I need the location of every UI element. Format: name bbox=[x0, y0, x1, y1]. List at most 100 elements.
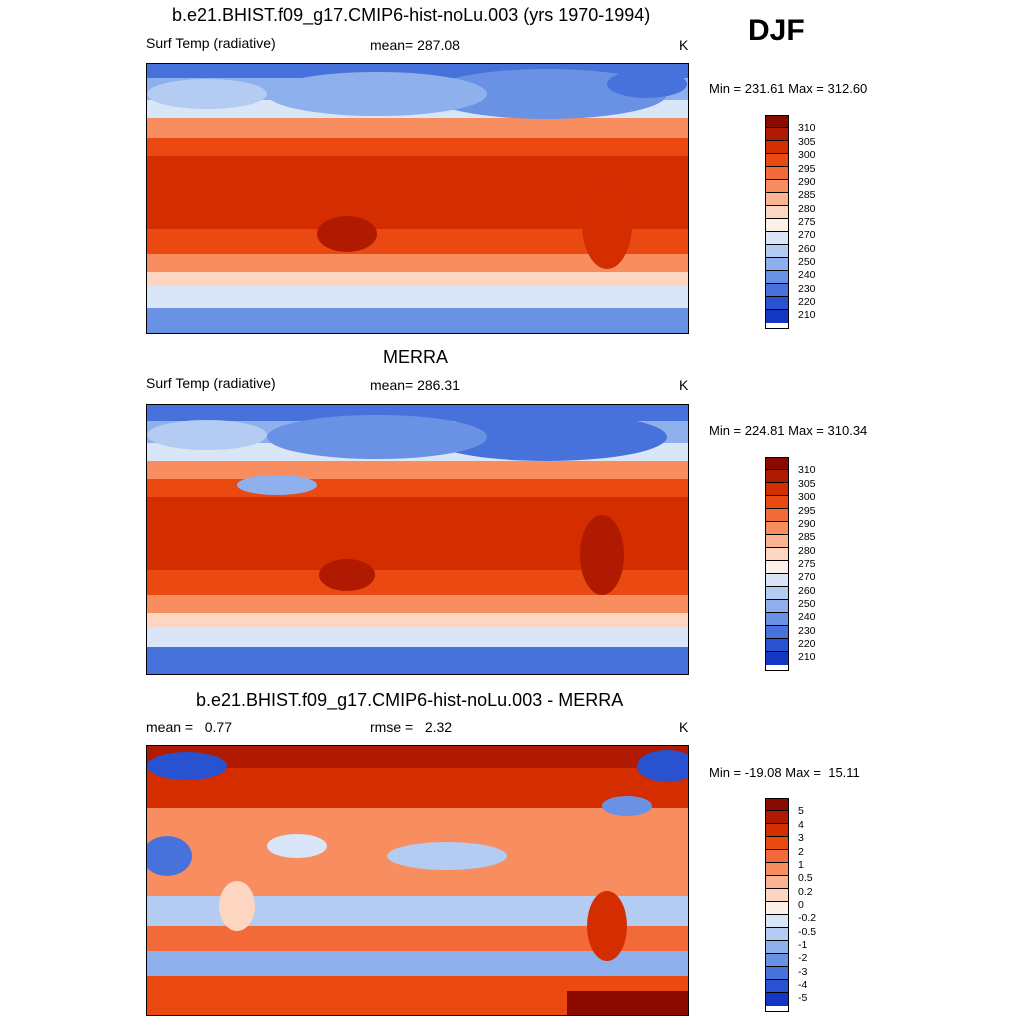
panel-2-colorbar-swatch bbox=[766, 600, 788, 613]
panel-2-colorbar-tick: 290 bbox=[798, 518, 816, 530]
panel-2-colorbar-swatch bbox=[766, 652, 788, 665]
panel-3-colorbar-swatch bbox=[766, 902, 788, 915]
panel-2-colorbar-swatch bbox=[766, 548, 788, 561]
panel-2-variable-label: Surf Temp (radiative) bbox=[146, 375, 276, 391]
panel-3-colorbar-tick: 0 bbox=[798, 899, 804, 911]
panel-1-colorbar-tick: 230 bbox=[798, 283, 816, 295]
panel-2-colorbar-swatch bbox=[766, 522, 788, 535]
panel-3-colorbar-tick: -0.2 bbox=[798, 912, 817, 924]
panel-2-colorbar-tick: 310 bbox=[798, 464, 816, 476]
panel-1-colorbar-swatch bbox=[766, 116, 788, 128]
panel-2-colorbar-swatch bbox=[766, 626, 788, 639]
panel-1-colorbar-swatch bbox=[766, 258, 788, 271]
panel-1-colorbar-swatch bbox=[766, 154, 788, 167]
panel-3-colorbar-tick: 3 bbox=[798, 832, 804, 844]
panel-3-colorbar-tick: -0.5 bbox=[798, 926, 817, 938]
panel-2-colorbar-tick: 210 bbox=[798, 651, 816, 663]
panel-3-mean-label: mean = 0.77 bbox=[146, 719, 233, 735]
panel-3-colorbar-tick: 5 bbox=[798, 805, 804, 817]
panel-3-colorbar-tick: 1 bbox=[798, 859, 804, 871]
panel-3-colorbar-swatch bbox=[766, 980, 788, 993]
panel-2-colorbar-swatch bbox=[766, 613, 788, 626]
panel-2-colorbar-swatch bbox=[766, 574, 788, 587]
panel-2-colorbar-swatch bbox=[766, 509, 788, 522]
panel-3-colorbar-swatch bbox=[766, 811, 788, 824]
panel-2-colorbar-tick: 230 bbox=[798, 625, 816, 637]
panel-1-colorbar-tick: 220 bbox=[798, 296, 816, 308]
panel-3-units-label: K bbox=[679, 719, 689, 735]
panel-3-colorbar-swatch bbox=[766, 928, 788, 941]
panel-3-colorbar-swatch bbox=[766, 889, 788, 902]
panel-2-colorbar-swatch bbox=[766, 483, 788, 496]
panel-3-colorbar-tick: -1 bbox=[798, 939, 808, 951]
panel-3-map bbox=[146, 745, 689, 1016]
panel-2-colorbar-swatch bbox=[766, 470, 788, 483]
panel-2-colorbar-tick: 295 bbox=[798, 505, 816, 517]
panel-3-colorbar-swatch bbox=[766, 837, 788, 850]
panel-1-colorbar-tick: 210 bbox=[798, 309, 816, 321]
panel-2-colorbar-tick: 305 bbox=[798, 478, 816, 490]
panel-1-colorbar-swatch bbox=[766, 310, 788, 323]
panel-2-colorbar-tick: 250 bbox=[798, 598, 816, 610]
panel-2-colorbar-swatch bbox=[766, 458, 788, 470]
panel-1-units-label: K bbox=[679, 37, 689, 53]
panel-2-units-label: K bbox=[679, 377, 689, 393]
panel-2-colorbar-tick: 270 bbox=[798, 571, 816, 583]
panel-2-colorbar-tick: 285 bbox=[798, 531, 816, 543]
panel-3-colorbar-swatch bbox=[766, 876, 788, 889]
panel-1-map bbox=[146, 63, 689, 334]
panel-3-colorbar-tick: 0.5 bbox=[798, 872, 813, 884]
panel-2-colorbar-swatch bbox=[766, 561, 788, 574]
panel-1-colorbar-tick: 280 bbox=[798, 203, 816, 215]
season-label: DJF bbox=[748, 14, 805, 47]
panel-1-colorbar-swatch bbox=[766, 271, 788, 284]
panel-2-title: MERRA bbox=[383, 347, 449, 367]
panel-1-colorbar-swatch bbox=[766, 245, 788, 258]
panel-1-colorbar-tick: 275 bbox=[798, 216, 816, 228]
panel-3-colorbar-swatch bbox=[766, 863, 788, 876]
panel-3-colorbar-tick: -5 bbox=[798, 992, 808, 1004]
panel-2-colorbar-swatch bbox=[766, 535, 788, 548]
panel-1-colorbar-swatch bbox=[766, 219, 788, 232]
panel-1-colorbar-tick: 250 bbox=[798, 256, 816, 268]
panel-1-colorbar-tick: 305 bbox=[798, 136, 816, 148]
panel-1-colorbar-tick: 295 bbox=[798, 163, 816, 175]
panel-2-colorbar-tick: 240 bbox=[798, 611, 816, 623]
panel-1-mean-label: mean= 287.08 bbox=[370, 37, 460, 53]
panel-3-colorbar-tick: -3 bbox=[798, 966, 808, 978]
panel-3-colorbar-swatch bbox=[766, 941, 788, 954]
panel-3-colorbar-tick: 4 bbox=[798, 819, 804, 831]
panel-1-colorbar-tick: 290 bbox=[798, 176, 816, 188]
panel-1-colorbar-tick: 270 bbox=[798, 229, 816, 241]
panel-1-colorbar-swatch bbox=[766, 206, 788, 219]
panel-3-colorbar-tick: -2 bbox=[798, 952, 808, 964]
panel-1-colorbar-swatch bbox=[766, 297, 788, 310]
panel-2-mean-label: mean= 286.31 bbox=[370, 377, 460, 393]
panel-2-colorbar bbox=[765, 457, 789, 671]
panel-1-variable-label: Surf Temp (radiative) bbox=[146, 35, 276, 51]
panel-1-colorbar bbox=[765, 115, 789, 329]
panel-1-colorbar-swatch bbox=[766, 128, 788, 141]
panel-1-colorbar-swatch bbox=[766, 141, 788, 154]
panel-2-minmax: Min = 224.81 Max = 310.34 bbox=[709, 423, 868, 438]
panel-2-colorbar-swatch bbox=[766, 496, 788, 509]
panel-1-title: b.e21.BHIST.f09_g17.CMIP6-hist-noLu.003 … bbox=[172, 5, 651, 25]
panel-3-colorbar-tick: 2 bbox=[798, 846, 804, 858]
panel-1-minmax: Min = 231.61 Max = 312.60 bbox=[709, 81, 868, 96]
panel-3-colorbar-swatch bbox=[766, 993, 788, 1006]
panel-1-colorbar-tick: 300 bbox=[798, 149, 816, 161]
panel-1-colorbar-tick: 310 bbox=[798, 122, 816, 134]
panel-1-colorbar-swatch bbox=[766, 180, 788, 193]
panel-3-colorbar-swatch bbox=[766, 799, 788, 811]
panel-2-map bbox=[146, 404, 689, 675]
panel-3-rmse-label: rmse = 2.32 bbox=[370, 719, 453, 735]
panel-3-colorbar-tick: -4 bbox=[798, 979, 808, 991]
panel-2-colorbar-swatch bbox=[766, 639, 788, 652]
panel-3-colorbar bbox=[765, 798, 789, 1012]
panel-1-colorbar-swatch bbox=[766, 167, 788, 180]
panel-2-colorbar-tick: 275 bbox=[798, 558, 816, 570]
panel-2-colorbar-tick: 300 bbox=[798, 491, 816, 503]
panel-3-colorbar-swatch bbox=[766, 824, 788, 837]
panel-3-title: b.e21.BHIST.f09_g17.CMIP6-hist-noLu.003 … bbox=[196, 690, 624, 710]
panel-3-minmax: Min = -19.08 Max = 15.11 bbox=[709, 765, 860, 780]
